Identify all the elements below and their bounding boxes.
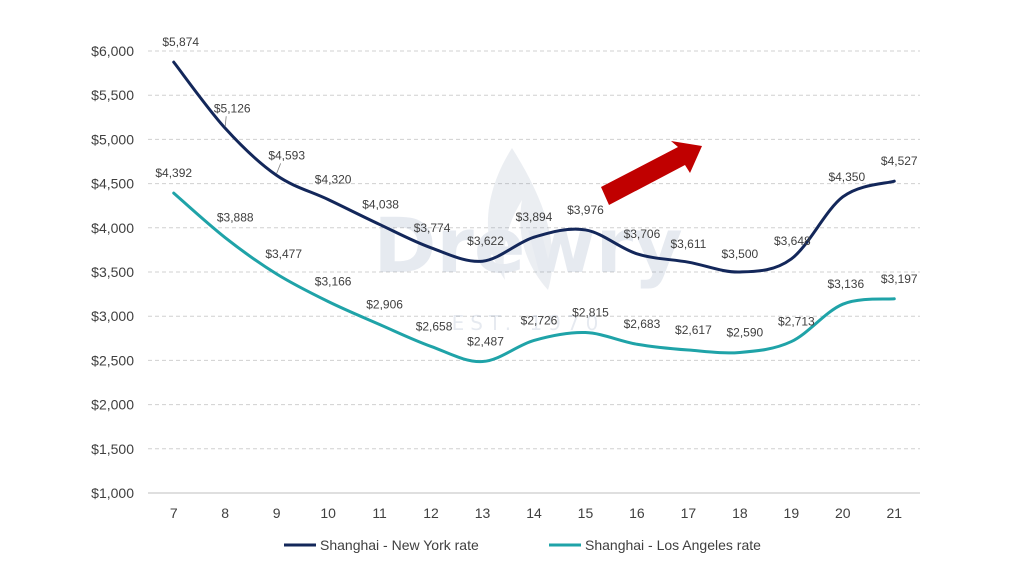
data-labels: $5,874 $5,126 $4,593 $4,320 $4,038 $3,774 $3,6…	[155, 35, 918, 348]
x-tick-label: 20	[835, 505, 851, 521]
x-tick-label: 10	[320, 505, 336, 521]
data-label-ny: $3,500	[722, 247, 759, 261]
data-label-ny: $3,622	[467, 234, 504, 248]
x-tick-label: 13	[475, 505, 491, 521]
x-tick-label: 16	[629, 505, 645, 521]
y-tick-label: $2,500	[91, 352, 134, 368]
data-label-la: $3,888	[217, 211, 254, 225]
data-label-la: $3,136	[827, 277, 864, 291]
legend-item-ny: Shanghai - New York rate	[284, 537, 479, 553]
y-tick-label: $4,500	[91, 176, 134, 192]
y-tick-label: $5,500	[91, 87, 134, 103]
data-label-la: $2,713	[778, 315, 815, 329]
x-tick-label: 14	[526, 505, 542, 521]
data-label-la: $4,392	[155, 166, 192, 180]
data-label-ny: $4,350	[828, 170, 865, 184]
leader-line	[225, 116, 226, 126]
x-tick-label: 18	[732, 505, 748, 521]
x-tick-label: 17	[681, 505, 697, 521]
data-label-ny: $4,593	[268, 148, 305, 162]
x-tick-label: 15	[578, 505, 594, 521]
data-label-la: $2,683	[624, 317, 661, 331]
x-tick-label: 12	[423, 505, 439, 521]
data-label-la: $2,487	[467, 335, 504, 349]
y-tick-label: $1,500	[91, 441, 134, 457]
data-label-ny: $3,648	[774, 234, 811, 248]
y-tick-label: $6,000	[91, 43, 134, 59]
legend: Shanghai - New York rate Shanghai - Los …	[284, 537, 761, 553]
data-label-ny: $3,976	[567, 203, 604, 217]
y-tick-label: $5,000	[91, 131, 134, 147]
leader-line	[277, 163, 281, 173]
y-tick-label: $3,500	[91, 264, 134, 280]
y-tick-label: $4,000	[91, 220, 134, 236]
x-tick-label: 21	[886, 505, 902, 521]
data-label-ny: $3,774	[414, 221, 451, 235]
data-label-la: $2,815	[572, 306, 609, 320]
data-label-ny: $3,706	[624, 227, 661, 241]
x-tick-label: 7	[170, 505, 178, 521]
y-tick-label: $2,000	[91, 397, 134, 413]
data-label-la: $2,726	[521, 313, 558, 327]
data-label-la: $3,197	[881, 272, 918, 286]
legend-label-ny: Shanghai - New York rate	[320, 537, 479, 553]
data-label-la: $3,166	[315, 275, 352, 289]
y-tick-label: $3,000	[91, 308, 134, 324]
data-label-la: $2,590	[727, 325, 764, 339]
legend-label-la: Shanghai - Los Angeles rate	[585, 537, 761, 553]
x-tick-label: 19	[784, 505, 800, 521]
data-label-ny: $5,874	[162, 35, 199, 49]
trend-arrow-icon	[601, 141, 702, 205]
data-label-ny: $4,527	[881, 154, 918, 168]
data-label-ny: $3,894	[516, 210, 553, 224]
x-tick-label: 8	[221, 505, 229, 521]
data-label-la: $2,906	[366, 298, 403, 312]
data-label-la: $2,658	[416, 319, 453, 333]
data-label-la: $2,617	[675, 323, 712, 337]
x-tick-label: 9	[273, 505, 281, 521]
data-label-ny: $4,038	[362, 197, 399, 211]
data-label-ny: $5,126	[214, 101, 251, 115]
data-label-la: $3,477	[265, 247, 302, 261]
x-tick-label: 11	[372, 505, 387, 521]
data-label-ny: $3,611	[670, 237, 706, 251]
legend-item-la: Shanghai - Los Angeles rate	[549, 537, 761, 553]
y-tick-label: $1,000	[91, 485, 134, 501]
data-label-ny: $4,320	[315, 173, 352, 187]
